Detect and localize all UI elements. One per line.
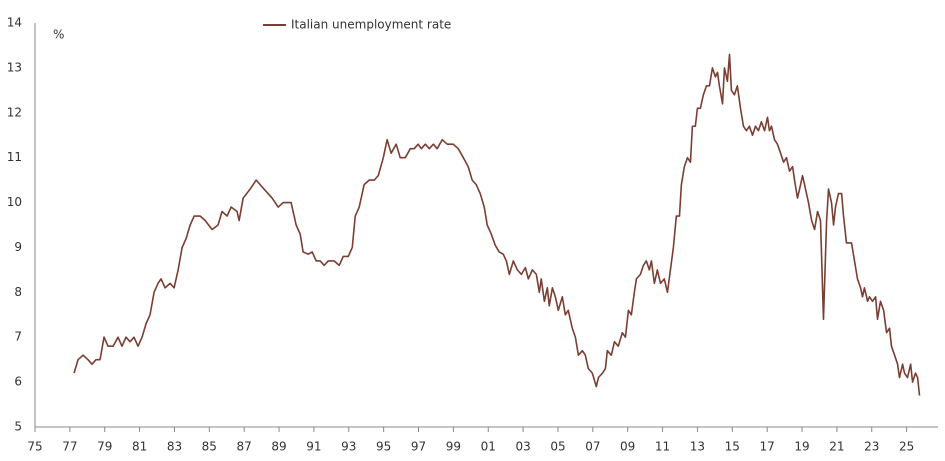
x-tick-label: 77 bbox=[62, 440, 77, 454]
x-tick-label: 75 bbox=[27, 440, 42, 454]
y-tick-label: 9 bbox=[14, 240, 22, 254]
x-tick-label: 13 bbox=[690, 440, 705, 454]
x-tick-label: 09 bbox=[620, 440, 635, 454]
x-tick-label: 79 bbox=[97, 440, 112, 454]
y-tick-label: 7 bbox=[14, 330, 22, 344]
y-tick-label: 12 bbox=[7, 105, 22, 119]
x-tick-label: 17 bbox=[760, 440, 775, 454]
x-tick-label: 99 bbox=[446, 440, 461, 454]
x-tick-label: 15 bbox=[725, 440, 740, 454]
x-tick-label: 07 bbox=[585, 440, 600, 454]
x-tick-label: 81 bbox=[132, 440, 147, 454]
x-tick-label: 97 bbox=[411, 440, 426, 454]
y-tick-label: 11 bbox=[7, 150, 22, 164]
x-tick-label: 23 bbox=[864, 440, 879, 454]
legend-label: Italian unemployment rate bbox=[291, 18, 451, 32]
y-axis-label: % bbox=[53, 28, 64, 42]
line bbox=[73, 53, 921, 396]
y-tick-label: 5 bbox=[14, 420, 22, 434]
x-tick-label: 87 bbox=[237, 440, 252, 454]
x-tick-label: 11 bbox=[655, 440, 670, 454]
x-tick-label: 19 bbox=[794, 440, 809, 454]
x-tick-label: 03 bbox=[515, 440, 530, 454]
x-tick-label: 25 bbox=[899, 440, 914, 454]
y-tick-label: 14 bbox=[7, 16, 22, 30]
x-tick-label: 85 bbox=[202, 440, 217, 454]
x-tick-label: 83 bbox=[167, 440, 182, 454]
y-tick-label: 10 bbox=[7, 195, 22, 209]
x-tick-label: 05 bbox=[550, 440, 565, 454]
x-tick-label: 21 bbox=[829, 440, 844, 454]
x-tick-label: 89 bbox=[271, 440, 286, 454]
y-tick-label: 13 bbox=[7, 60, 22, 74]
x-tick-label: 95 bbox=[376, 440, 391, 454]
x-tick-label: 93 bbox=[341, 440, 356, 454]
y-tick-label: 6 bbox=[14, 375, 22, 389]
x-tick-label: 01 bbox=[481, 440, 496, 454]
x-tick-label: 91 bbox=[306, 440, 321, 454]
y-tick-label: 8 bbox=[14, 285, 22, 299]
